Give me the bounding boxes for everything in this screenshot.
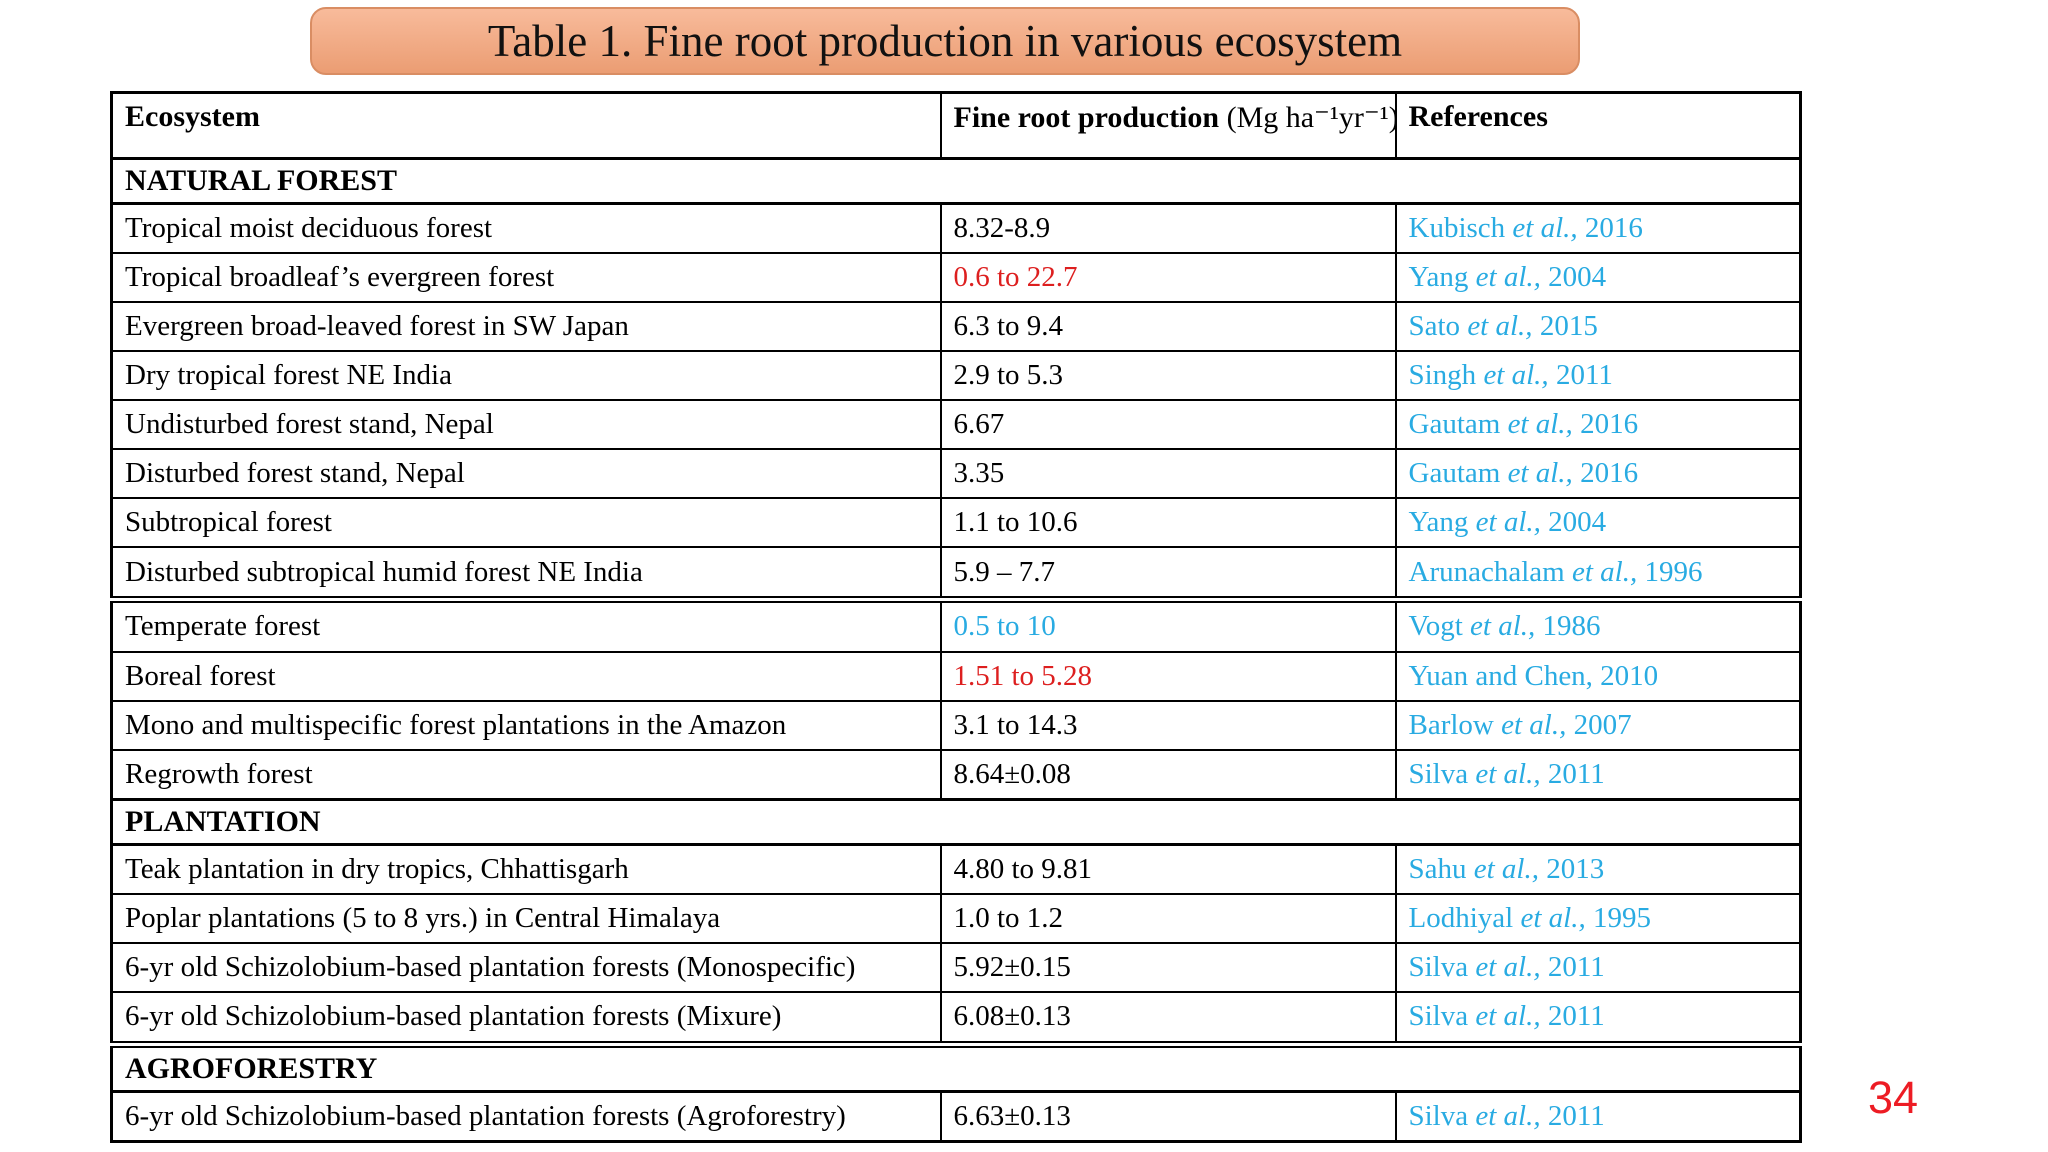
production-value-cell: 8.32-8.9: [939, 202, 1397, 255]
table-row: 6-yr old Schizolobium-based plantation f…: [110, 941, 1802, 993]
table-row: Disturbed subtropical humid forest NE In…: [110, 546, 1802, 601]
production-value-cell: 2.9 to 5.3: [939, 350, 1397, 402]
reference-cell: Silva et al., 2011: [1394, 941, 1802, 993]
production-value-cell: 6.3 to 9.4: [939, 301, 1397, 353]
reference-cell: Yang et al., 2004: [1394, 252, 1802, 304]
section-label: AGROFORESTRY: [110, 1040, 1802, 1093]
production-value-cell: 8.64±0.08: [939, 748, 1397, 801]
ecosystem-cell: Tropical moist deciduous forest: [110, 202, 942, 255]
ecosystem-cell: Disturbed forest stand, Nepal: [110, 448, 942, 500]
reference-cell: Silva et al., 2011: [1394, 748, 1802, 801]
production-value-cell: 0.5 to 10: [939, 595, 1397, 653]
production-value-cell: 4.80 to 9.81: [939, 843, 1397, 895]
production-value-cell: 5.92±0.15: [939, 941, 1397, 993]
table-row: Evergreen broad-leaved forest in SW Japa…: [110, 301, 1802, 353]
production-value-cell: 6.67: [939, 399, 1397, 451]
production-value-cell: 6.63±0.13: [939, 1090, 1397, 1143]
ecosystem-cell: Regrowth forest: [110, 748, 942, 801]
reference-cell: Yuan and Chen, 2010: [1394, 650, 1802, 702]
production-value-cell: 6.08±0.13: [939, 990, 1397, 1046]
table-row: Dry tropical forest NE India 2.9 to 5.3 Si…: [110, 350, 1802, 402]
header-references: References: [1394, 91, 1802, 160]
ecosystem-cell: 6-yr old Schizolobium-based plantation f…: [110, 1090, 942, 1143]
ecosystem-cell: Tropical broadleaf’s evergreen forest: [110, 252, 942, 304]
reference-cell: Gautam et al., 2016: [1394, 448, 1802, 500]
table-row: Undisturbed forest stand, Nepal 6.67 Gauta…: [110, 399, 1802, 451]
table-row: Teak plantation in dry tropics, Chhattis…: [110, 843, 1802, 895]
table-row: Tropical broadleaf’s evergreen forest 0.6…: [110, 252, 1802, 304]
reference-cell: Singh et al., 2011: [1394, 350, 1802, 402]
production-value-cell: 0.6 to 22.7: [939, 252, 1397, 304]
ecosystem-cell: 6-yr old Schizolobium-based plantation f…: [110, 990, 942, 1046]
header-production: Fine root production (Mg ha⁻¹yr⁻¹): [939, 91, 1397, 160]
ecosystem-cell: Mono and multispecific forest plantation…: [110, 699, 942, 751]
reference-cell: Sato et al., 2015: [1394, 301, 1802, 353]
reference-cell: Silva et al., 2011: [1394, 990, 1802, 1046]
ecosystem-cell: Evergreen broad-leaved forest in SW Japa…: [110, 301, 942, 353]
section-row: PLANTATION: [110, 797, 1802, 846]
production-value-cell: 1.51 to 5.28: [939, 650, 1397, 702]
reference-cell: Yang et al., 2004: [1394, 497, 1802, 549]
slide-title-box: Table 1. Fine root production in various…: [310, 7, 1580, 75]
table-row: Subtropical forest 1.1 to 10.6 Yang et al.…: [110, 497, 1802, 549]
table-row: Regrowth forest 8.64±0.08 Silva et al., 20…: [110, 748, 1802, 801]
table-row: Tropical moist deciduous forest 8.32-8.9 K…: [110, 202, 1802, 255]
production-value-cell: 3.1 to 14.3: [939, 699, 1397, 751]
ecosystem-cell: 6-yr old Schizolobium-based plantation f…: [110, 941, 942, 993]
production-value-cell: 1.1 to 10.6: [939, 497, 1397, 549]
header-ecosystem: Ecosystem: [110, 91, 942, 160]
slide-title: Table 1. Fine root production in various…: [487, 16, 1403, 66]
reference-cell: Sahu et al., 2013: [1394, 843, 1802, 895]
ecosystem-cell: Temperate forest: [110, 595, 942, 653]
ecosystem-cell: Disturbed subtropical humid forest NE In…: [110, 546, 942, 601]
table-row: Poplar plantations (5 to 8 yrs.) in Cent…: [110, 892, 1802, 944]
header-production-label: Fine root production: [953, 101, 1227, 134]
production-value-cell: 3.35: [939, 448, 1397, 500]
reference-cell: Lodhiyal et al., 1995: [1394, 892, 1802, 944]
section-label: NATURAL FOREST: [110, 157, 1802, 205]
table-row: 6-yr old Schizolobium-based plantation f…: [110, 1090, 1802, 1143]
reference-cell: Arunachalam et al., 1996: [1394, 546, 1802, 601]
ecosystem-cell: Dry tropical forest NE India: [110, 350, 942, 402]
table-row: Temperate forest 0.5 to 10 Vogt et al., 19…: [110, 595, 1802, 653]
ecosystem-cell: Teak plantation in dry tropics, Chhattis…: [110, 843, 942, 895]
page-number: 34: [1867, 1072, 1918, 1123]
ecosystem-cell: Undisturbed forest stand, Nepal: [110, 399, 942, 451]
table-row: Boreal forest 1.51 to 5.28 Yuan and Chen, …: [110, 650, 1802, 702]
ecosystem-cell: Poplar plantations (5 to 8 yrs.) in Cent…: [110, 892, 942, 944]
ecosystem-cell: Subtropical forest: [110, 497, 942, 549]
production-value-cell: 1.0 to 1.2: [939, 892, 1397, 944]
header-row: Ecosystem Fine root production (Mg ha⁻¹y…: [110, 91, 1802, 160]
reference-cell: Kubisch et al., 2016: [1394, 202, 1802, 255]
production-value-cell: 5.9 – 7.7: [939, 546, 1397, 601]
reference-cell: Gautam et al., 2016: [1394, 399, 1802, 451]
table-row: Mono and multispecific forest plantation…: [110, 699, 1802, 751]
reference-cell: Silva et al., 2011: [1394, 1090, 1802, 1143]
table-body: NATURAL FOREST Tropical moist deciduous f…: [110, 157, 1802, 1143]
reference-cell: Barlow et al., 2007: [1394, 699, 1802, 751]
table-row: 6-yr old Schizolobium-based plantation f…: [110, 990, 1802, 1046]
ecosystem-cell: Boreal forest: [110, 650, 942, 702]
section-row: NATURAL FOREST: [110, 157, 1802, 205]
table-row: Disturbed forest stand, Nepal 3.35 Gautam …: [110, 448, 1802, 500]
section-row: AGROFORESTRY: [110, 1040, 1802, 1093]
fine-root-production-table: Ecosystem Fine root production (Mg ha⁻¹y…: [110, 91, 1802, 1143]
reference-cell: Vogt et al., 1986: [1394, 595, 1802, 653]
section-label: PLANTATION: [110, 797, 1802, 846]
header-production-unit: (Mg ha⁻¹yr⁻¹): [1226, 101, 1396, 134]
